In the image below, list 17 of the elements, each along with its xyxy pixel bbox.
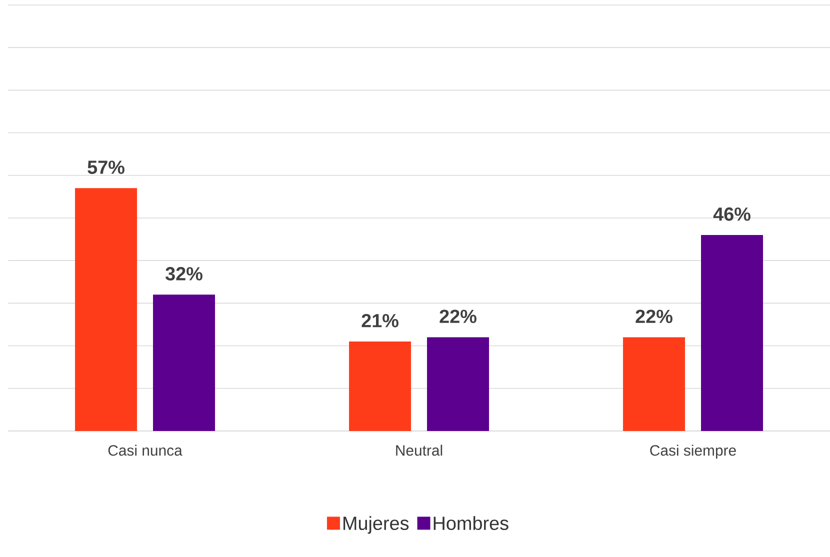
bar: [623, 337, 686, 431]
bar: [701, 235, 764, 431]
x-tick-label: Casi siempre: [650, 444, 736, 459]
legend-label: Hombres: [434, 516, 508, 530]
data-label: 22%: [440, 310, 476, 324]
data-label: 21%: [362, 314, 398, 328]
bar: [349, 342, 412, 431]
x-tick-label: Casi nunca: [108, 444, 182, 456]
data-label: 32%: [166, 267, 202, 280]
x-tick-label: Neutral: [396, 444, 442, 456]
bar: [75, 188, 138, 431]
data-label: 22%: [636, 310, 672, 324]
legend-label: Mujeres: [344, 516, 409, 534]
bar: [153, 294, 216, 431]
data-label: 57%: [88, 160, 124, 174]
data-label: 46%: [713, 207, 750, 221]
bar: [427, 337, 490, 431]
